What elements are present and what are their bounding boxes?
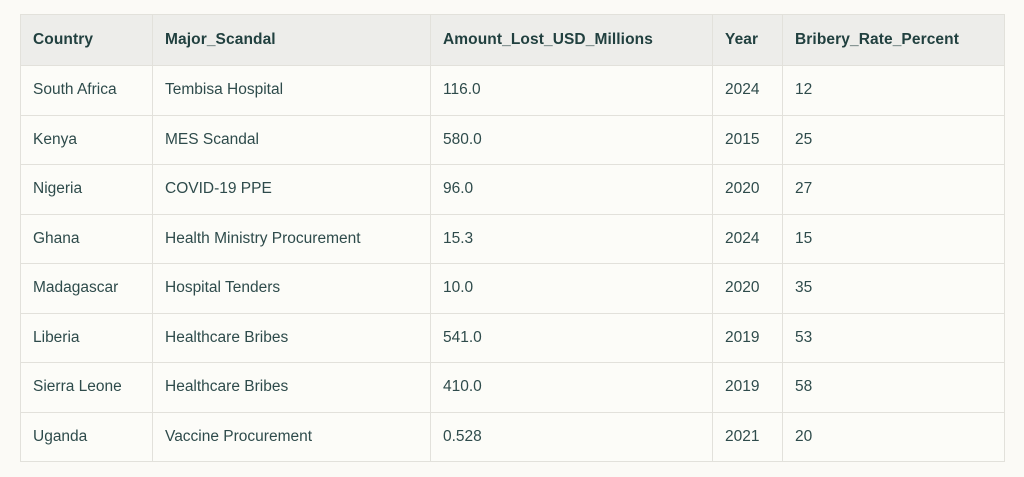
table-header-row: Country Major_Scandal Amount_Lost_USD_Mill… <box>20 14 1005 66</box>
column-header-amount-lost-usd-millions: Amount_Lost_USD_Millions <box>430 14 713 66</box>
cell-bribery-rate-percent: 20 <box>782 411 1005 462</box>
cell-year: 2020 <box>712 164 783 215</box>
cell-major-scandal: COVID-19 PPE <box>152 164 431 215</box>
cell-country: Sierra Leone <box>20 362 153 413</box>
cell-country: Nigeria <box>20 164 153 215</box>
column-header-country: Country <box>20 14 153 66</box>
cell-year: 2020 <box>712 263 783 314</box>
cell-major-scandal: Healthcare Bribes <box>152 362 431 413</box>
cell-country: Ghana <box>20 213 153 264</box>
cell-country: Kenya <box>20 114 153 165</box>
data-table-container: Country Major_Scandal Amount_Lost_USD_Mill… <box>20 14 1005 462</box>
cell-country: Madagascar <box>20 263 153 314</box>
table-row: Madagascar Hospital Tenders 10.0 2020 35 <box>20 263 1005 314</box>
table-row: Sierra Leone Healthcare Bribes 410.0 2019 58 <box>20 362 1005 413</box>
column-header-major-scandal: Major_Scandal <box>152 14 431 66</box>
cell-amount-lost-usd-millions: 10.0 <box>430 263 713 314</box>
cell-country: South Africa <box>20 65 153 116</box>
table-row: Nigeria COVID-19 PPE 96.0 2020 27 <box>20 164 1005 215</box>
table-row: Kenya MES Scandal 580.0 2015 25 <box>20 114 1005 165</box>
cell-major-scandal: Health Ministry Procurement <box>152 213 431 264</box>
cell-major-scandal: Tembisa Hospital <box>152 65 431 116</box>
cell-amount-lost-usd-millions: 541.0 <box>430 312 713 363</box>
cell-amount-lost-usd-millions: 96.0 <box>430 164 713 215</box>
cell-bribery-rate-percent: 53 <box>782 312 1005 363</box>
cell-major-scandal: MES Scandal <box>152 114 431 165</box>
cell-country: Liberia <box>20 312 153 363</box>
cell-amount-lost-usd-millions: 15.3 <box>430 213 713 264</box>
cell-year: 2015 <box>712 114 783 165</box>
cell-bribery-rate-percent: 25 <box>782 114 1005 165</box>
cell-major-scandal: Vaccine Procurement <box>152 411 431 462</box>
cell-bribery-rate-percent: 35 <box>782 263 1005 314</box>
cell-bribery-rate-percent: 15 <box>782 213 1005 264</box>
cell-year: 2024 <box>712 65 783 116</box>
cell-amount-lost-usd-millions: 116.0 <box>430 65 713 116</box>
cell-year: 2019 <box>712 312 783 363</box>
cell-country: Uganda <box>20 411 153 462</box>
table-row: Ghana Health Ministry Procurement 15.3 2024… <box>20 213 1005 264</box>
cell-year: 2019 <box>712 362 783 413</box>
table-row: Liberia Healthcare Bribes 541.0 2019 53 <box>20 312 1005 363</box>
cell-major-scandal: Hospital Tenders <box>152 263 431 314</box>
cell-major-scandal: Healthcare Bribes <box>152 312 431 363</box>
cell-bribery-rate-percent: 58 <box>782 362 1005 413</box>
column-header-bribery-rate-percent: Bribery_Rate_Percent <box>782 14 1005 66</box>
cell-amount-lost-usd-millions: 580.0 <box>430 114 713 165</box>
table-row: South Africa Tembisa Hospital 116.0 2024 12 <box>20 65 1005 116</box>
cell-bribery-rate-percent: 12 <box>782 65 1005 116</box>
table-row: Uganda Vaccine Procurement 0.528 2021 20 <box>20 411 1005 462</box>
cell-bribery-rate-percent: 27 <box>782 164 1005 215</box>
cell-amount-lost-usd-millions: 410.0 <box>430 362 713 413</box>
cell-amount-lost-usd-millions: 0.528 <box>430 411 713 462</box>
scandals-table: Country Major_Scandal Amount_Lost_USD_Mill… <box>20 14 1005 462</box>
cell-year: 2021 <box>712 411 783 462</box>
column-header-year: Year <box>712 14 783 66</box>
cell-year: 2024 <box>712 213 783 264</box>
